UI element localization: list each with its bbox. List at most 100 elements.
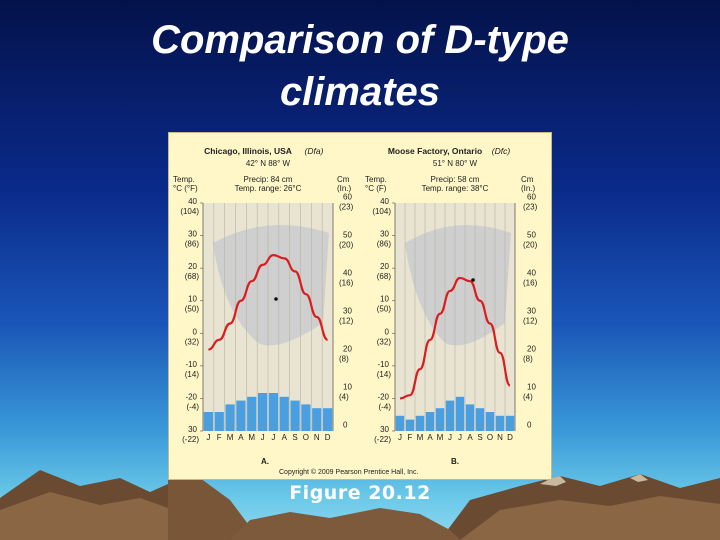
precip-bar-b-4 [435,408,445,431]
precip-tick-in-b-1: (20) [523,240,538,249]
precip-tick-in-a-2: (16) [339,278,354,287]
temp-tick-c-a-7: 30 [188,425,197,434]
precip-tick-cm-b-0: 60 [527,192,536,201]
stat-b-0: Precip: 58 cm [431,175,480,184]
precip-bar-b-6 [455,396,465,431]
temp-tick-f-b-3: (50) [377,305,392,314]
slide-title: Comparison of D-type climates [80,14,640,118]
temp-tick-f-a-7: (-22) [182,435,199,444]
month-label-a-8: S [292,433,297,442]
climograph-svg: Chicago, Illinois, USA (Dfa) 42° N 88° W Pr… [173,146,538,444]
precip-bar-a-2 [225,404,235,431]
temp-tick-c-a-0: 40 [188,197,197,206]
coords-a: 42° N 88° W [246,159,291,168]
precip-bar-b-10 [495,415,505,431]
temp-tick-f-a-5: (14) [185,370,200,379]
temp-tick-f-a-1: (86) [185,240,200,249]
stat-a-0: Precip: 84 cm [244,175,293,184]
temp-tick-f-b-5: (14) [377,370,392,379]
stat-b-1: Temp. range: 38°C [422,184,489,193]
north-america-map-b [405,225,511,346]
month-label-a-6: J [271,433,275,442]
precip-tick-cm-b-5: 10 [527,382,536,391]
stat-a-1: Temp. range: 26°C [235,184,302,193]
month-label-a-11: D [325,433,331,442]
month-label-b-8: S [477,433,482,442]
temp-tick-c-a-1: 30 [188,230,197,239]
slide-title-line1: Comparison of D-type [151,18,569,62]
month-label-a-7: A [282,433,288,442]
month-label-b-7: A [467,433,473,442]
precip-tick-in-b-0: (23) [523,202,538,211]
north-america-map-a [213,225,329,346]
slide-title-line2: climates [279,70,441,114]
temp-tick-c-a-5: -10 [185,360,197,369]
temp-tick-f-b-4: (32) [377,337,392,346]
temp-tick-f-b-6: (-4) [379,402,392,411]
temp-tick-c-a-6: -20 [185,392,197,401]
precip-bar-a-11 [322,408,333,431]
temp-tick-f-b-0: (104) [372,207,391,216]
temp-tick-c-b-0: 40 [380,197,389,206]
precip-bar-a-5 [257,393,268,431]
station-location-dot-a [274,297,278,301]
precip-tick-cm-b-3: 30 [527,306,536,315]
temp-tick-c-a-4: 0 [193,327,198,336]
month-label-b-6: J [458,433,462,442]
temp-tick-f-a-0: (104) [180,207,199,216]
temp-tick-c-b-5: -10 [377,360,389,369]
climograph-figure: Chicago, Illinois, USA (Dfa) 42° N 88° W Pr… [168,132,552,480]
precip-tick-in-a-1: (20) [339,240,354,249]
month-label-b-4: M [437,433,444,442]
figure-caption: Figure 20.12 [289,482,431,504]
chart-title-b: Moose Factory, Ontario [388,146,482,156]
chart-title-a: Chicago, Illinois, USA [204,146,292,156]
precip-bar-a-10 [312,408,322,431]
precip-tick-in-a-5: (4) [339,392,349,401]
copyright-text: Copyright © 2009 Pearson Prentice Hall, … [279,469,419,476]
precip-tick-in-a-4: (8) [339,354,349,363]
precip-bar-b-9 [485,412,495,431]
precip-bar-b-11 [505,415,515,431]
precip-bar-a-7 [279,396,289,431]
precip-tick-cm-b-6: 0 [527,420,532,429]
station-location-dot-b [471,278,475,282]
month-label-a-1: F [217,433,222,442]
climate-code-b: (Dfc) [492,146,511,156]
month-label-b-9: O [487,433,493,442]
month-label-b-5: J [448,433,452,442]
precip-bar-b-0 [395,415,405,431]
temp-tick-c-a-2: 20 [188,262,197,271]
precip-tick-in-b-5: (4) [523,392,533,401]
month-label-a-5: J [261,433,265,442]
precip-bar-b-1 [405,419,415,431]
precip-tick-cm-a-0: 60 [343,192,352,201]
precip-bar-b-2 [415,415,425,431]
precip-bar-b-8 [475,408,485,431]
month-label-b-10: N [497,433,503,442]
month-label-b-3: A [427,433,433,442]
month-label-b-1: F [408,433,413,442]
precip-tick-cm-a-5: 10 [343,382,352,391]
precip-tick-cm-b-1: 50 [527,230,536,239]
precip-bar-b-7 [465,404,475,431]
precip-bar-a-1 [214,412,224,431]
precip-tick-cm-a-3: 30 [343,306,352,315]
right-axis-label-b-1: (In.) [521,184,536,193]
month-label-a-10: N [314,433,320,442]
month-label-b-0: J [398,433,402,442]
precip-tick-cm-b-2: 40 [527,268,536,277]
temp-tick-f-b-2: (68) [377,272,392,281]
precip-tick-cm-a-4: 20 [343,344,352,353]
month-label-a-4: M [248,433,255,442]
temp-tick-c-b-6: -20 [377,392,389,401]
temp-tick-c-b-2: 20 [380,262,389,271]
month-label-a-9: O [303,433,309,442]
month-label-a-2: M [227,433,234,442]
precip-tick-in-a-3: (12) [339,316,354,325]
right-axis-label-b-0: Cm [521,175,534,184]
precip-tick-cm-a-2: 40 [343,268,352,277]
temp-tick-c-b-1: 30 [380,230,389,239]
temp-tick-f-b-1: (86) [377,240,392,249]
